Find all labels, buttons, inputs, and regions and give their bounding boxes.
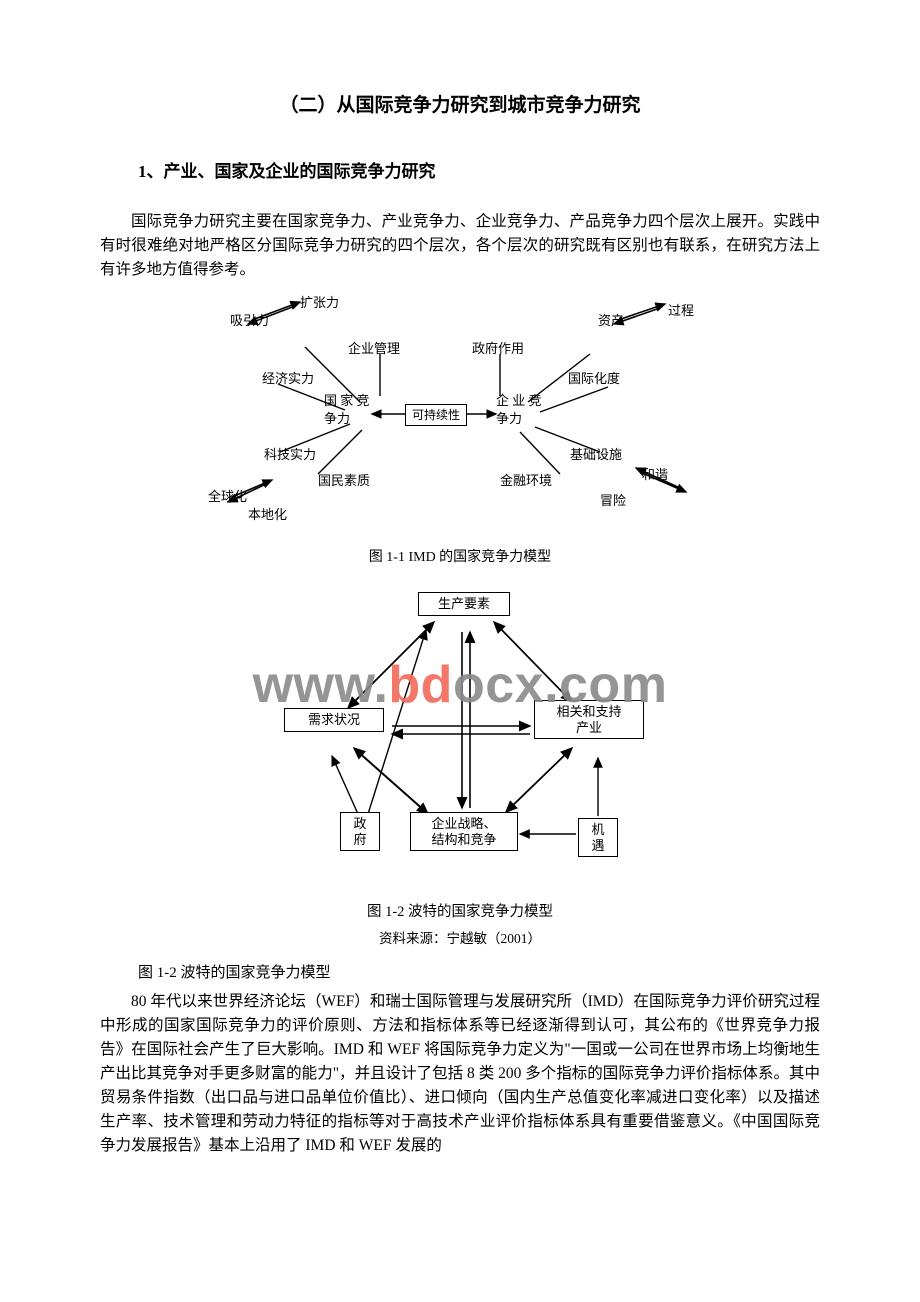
label-tech-strength: 科技实力: [264, 444, 316, 463]
diagram-imd-model: 吸引力 扩张力 资产 过程 企业管理 政府作用 经济实力 国际化度 科技实力 基…: [200, 292, 720, 542]
box-chance: 机 遇: [578, 818, 618, 857]
label-nation-comp: 国 家 竞 争力: [324, 392, 394, 427]
label-econ-strength: 经济实力: [262, 368, 314, 387]
label-globalize: 全球化: [208, 486, 247, 505]
label-harmony: 和谐: [642, 464, 668, 483]
box-factors: 生产要素: [418, 592, 510, 616]
label-sustain: 可持续性: [405, 404, 467, 426]
label-infra: 基础设施: [570, 444, 622, 463]
body-paragraph: 80 年代以来世界经济论坛（WEF）和瑞士国际管理与发展研究所（IMD）在国际竞…: [100, 990, 820, 1158]
box-gov: 政 府: [340, 812, 380, 851]
subsection-title: 1、产业、国家及企业的国际竞争力研究: [100, 157, 820, 182]
label-localize: 本地化: [248, 504, 287, 523]
label-national-quality: 国民素质: [318, 470, 370, 489]
intro-paragraph: 国际竞争力研究主要在国家竞争力、产业竞争力、企业竞争力、产品竞争力四个层次上展开…: [100, 210, 820, 282]
label-enterprise-mgmt: 企业管理: [348, 338, 400, 357]
inline-figure-caption: 图 1-2 波特的国家竞争力模型: [100, 961, 820, 982]
label-asset: 资产: [598, 310, 624, 329]
label-expand: 扩张力: [300, 292, 339, 311]
figure-2-caption: 图 1-2 波特的国家竞争力模型: [100, 900, 820, 921]
label-enterprise-comp: 企 业 竞 争力: [496, 392, 566, 427]
figure-1-caption: 图 1-1 IMD 的国家竞争力模型: [100, 546, 820, 566]
label-risk: 冒险: [600, 490, 626, 509]
diagram-porter-model: 生产要素 需求状况 相关和支持 产业 政 府 企业战略、 结构和竞争 机 遇: [200, 576, 720, 896]
box-related: 相关和支持 产业: [534, 700, 644, 739]
label-absorb: 吸引力: [230, 310, 269, 329]
label-intl-degree: 国际化度: [568, 368, 620, 387]
label-process: 过程: [668, 300, 694, 319]
box-strategy: 企业战略、 结构和竞争: [410, 812, 518, 851]
box-demand: 需求状况: [284, 708, 384, 732]
label-gov-role: 政府作用: [472, 338, 524, 357]
label-fin-env: 金融环境: [500, 470, 552, 489]
figure-2-source: 资料来源：宁越敏（2001）: [100, 927, 820, 947]
section-title: （二）从国际竞争力研究到城市竞争力研究: [100, 90, 820, 117]
